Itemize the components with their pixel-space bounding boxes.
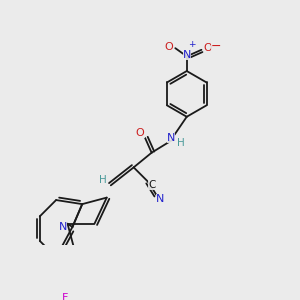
Text: C: C — [148, 180, 155, 190]
Text: N: N — [183, 50, 191, 60]
Text: N: N — [156, 194, 164, 204]
Text: F: F — [62, 293, 68, 300]
Text: O: O — [164, 41, 173, 52]
Text: −: − — [211, 40, 221, 53]
Text: O: O — [204, 43, 212, 53]
Text: +: + — [188, 40, 195, 50]
Text: H: H — [99, 176, 106, 185]
Text: N: N — [167, 133, 176, 143]
Text: N: N — [58, 222, 67, 232]
Text: O: O — [136, 128, 145, 138]
Text: H: H — [177, 138, 185, 148]
